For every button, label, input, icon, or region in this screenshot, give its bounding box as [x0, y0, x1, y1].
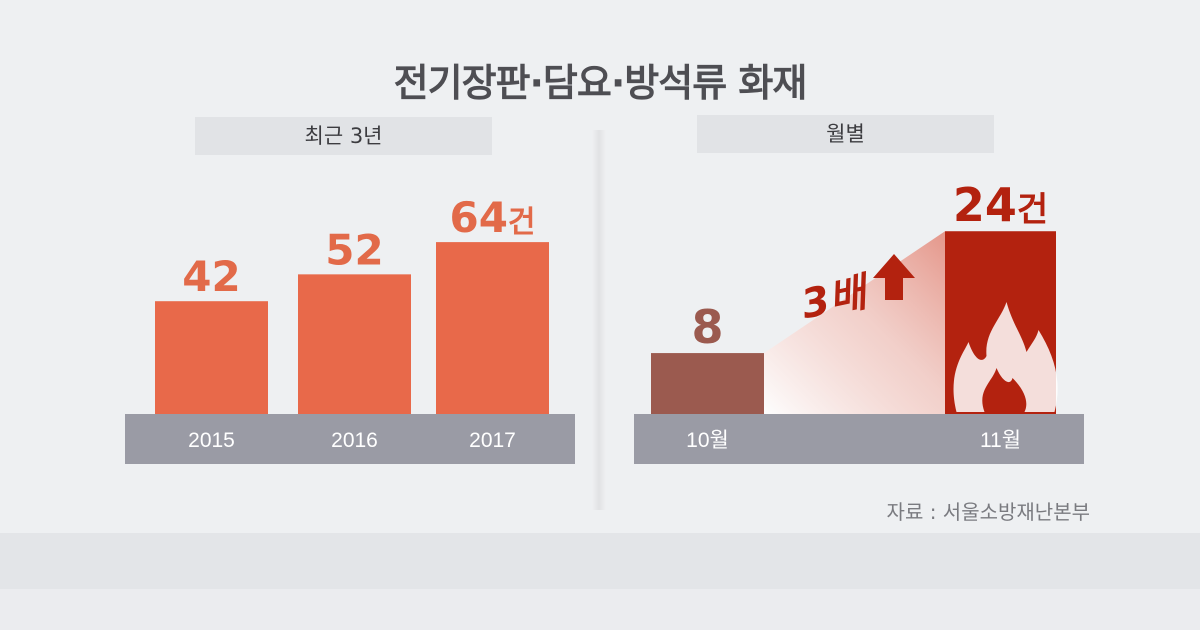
x-axis-band	[634, 414, 1084, 464]
bar-2017	[436, 242, 549, 414]
x-axis-band	[125, 414, 575, 464]
value-label-2016: 52	[325, 225, 383, 274]
main-title: 전기장판·담요·방석류 화재	[393, 61, 808, 105]
tick-label-2017: 2017	[469, 429, 516, 452]
tick-label-2015: 2015	[188, 429, 235, 452]
value-label-2017: 64건	[449, 193, 535, 242]
tick-label-11월: 11월	[980, 429, 1021, 452]
bottom-band	[0, 533, 1200, 630]
right-chart-subtitle: 월별	[697, 115, 994, 153]
left-chart-subtitle: 최근 3년	[195, 117, 492, 155]
up-arrow-icon	[873, 254, 915, 300]
bar-10월	[651, 353, 764, 414]
growth-wedge	[764, 231, 945, 414]
bar-2015	[155, 301, 268, 414]
tick-label-10월: 10월	[686, 429, 729, 452]
value-label-10월: 8	[691, 300, 723, 354]
source-note: 자료 : 서울소방재난본부	[886, 500, 1090, 524]
bottom-stripe	[0, 589, 1200, 630]
fire-icon-inner	[982, 368, 1027, 412]
fire-icon	[953, 302, 1058, 412]
tick-label-2016: 2016	[331, 429, 378, 452]
value-label-11월: 24건	[953, 178, 1048, 232]
panel-divider	[592, 130, 606, 510]
value-label-2015: 42	[182, 252, 240, 301]
bar-2016	[298, 274, 411, 414]
